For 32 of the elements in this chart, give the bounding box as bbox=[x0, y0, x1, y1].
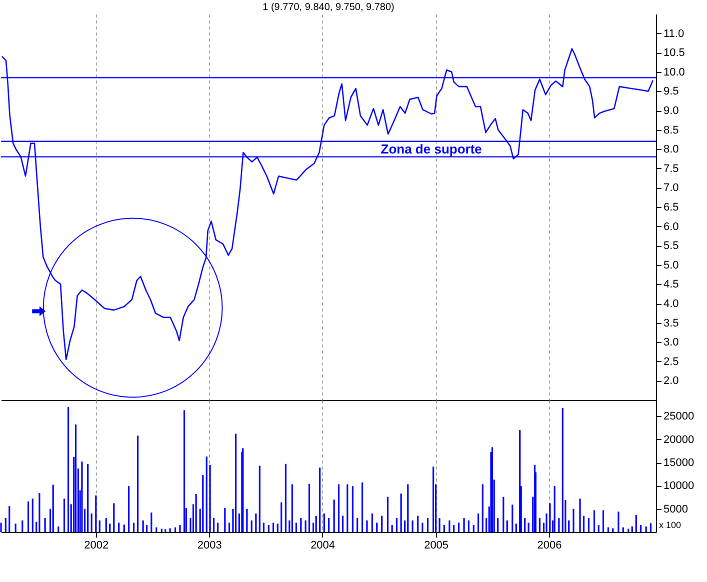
ref-line-label: Zona de suporte bbox=[380, 141, 482, 156]
chart-title: 1 (9.770, 9.840, 9.750, 9.780) bbox=[262, 2, 394, 13]
y-tick-label: 8.0 bbox=[664, 144, 679, 156]
y-tick-label: 4.0 bbox=[664, 298, 679, 310]
y-tick-label: 6.5 bbox=[664, 202, 679, 214]
y-tick-label: 15000 bbox=[664, 457, 694, 470]
text: x 100 bbox=[659, 520, 682, 530]
y-tick-label: 10.0 bbox=[664, 66, 685, 78]
y-tick-label: 10.5 bbox=[664, 47, 685, 60]
y-tick-label: 4.5 bbox=[664, 278, 679, 291]
x-tick-label: 2006 bbox=[537, 540, 562, 552]
y-tick-label: 8.5 bbox=[664, 124, 679, 136]
y-tick-label: 5000 bbox=[664, 503, 688, 516]
y-tick-label: 25000 bbox=[664, 410, 694, 423]
y-tick-label: 10000 bbox=[664, 480, 694, 492]
y-tick-label: 7.0 bbox=[664, 182, 679, 194]
y-tick-label: 5.0 bbox=[664, 259, 679, 272]
y-tick-label: 20000 bbox=[664, 434, 694, 446]
x-tick-label: 2005 bbox=[424, 540, 449, 552]
y-tick-label: 3.0 bbox=[664, 336, 679, 349]
x-tick-label: 2003 bbox=[197, 540, 222, 552]
y-tick-label: 11.0 bbox=[664, 28, 684, 40]
y-tick-label: 5.5 bbox=[664, 240, 679, 252]
y-tick-label: 2.0 bbox=[664, 375, 679, 388]
x-tick-label: 2004 bbox=[310, 540, 336, 552]
y-tick-label: 9.0 bbox=[664, 105, 679, 117]
y-tick-label: 3.5 bbox=[664, 317, 679, 330]
y-tick-label: 9.5 bbox=[664, 86, 679, 98]
x-tick-label: 2002 bbox=[84, 540, 109, 552]
y-tick-label: 6.0 bbox=[664, 220, 679, 233]
y-tick-label: 2.5 bbox=[664, 356, 679, 368]
y-tick-label: 7.5 bbox=[664, 162, 679, 175]
